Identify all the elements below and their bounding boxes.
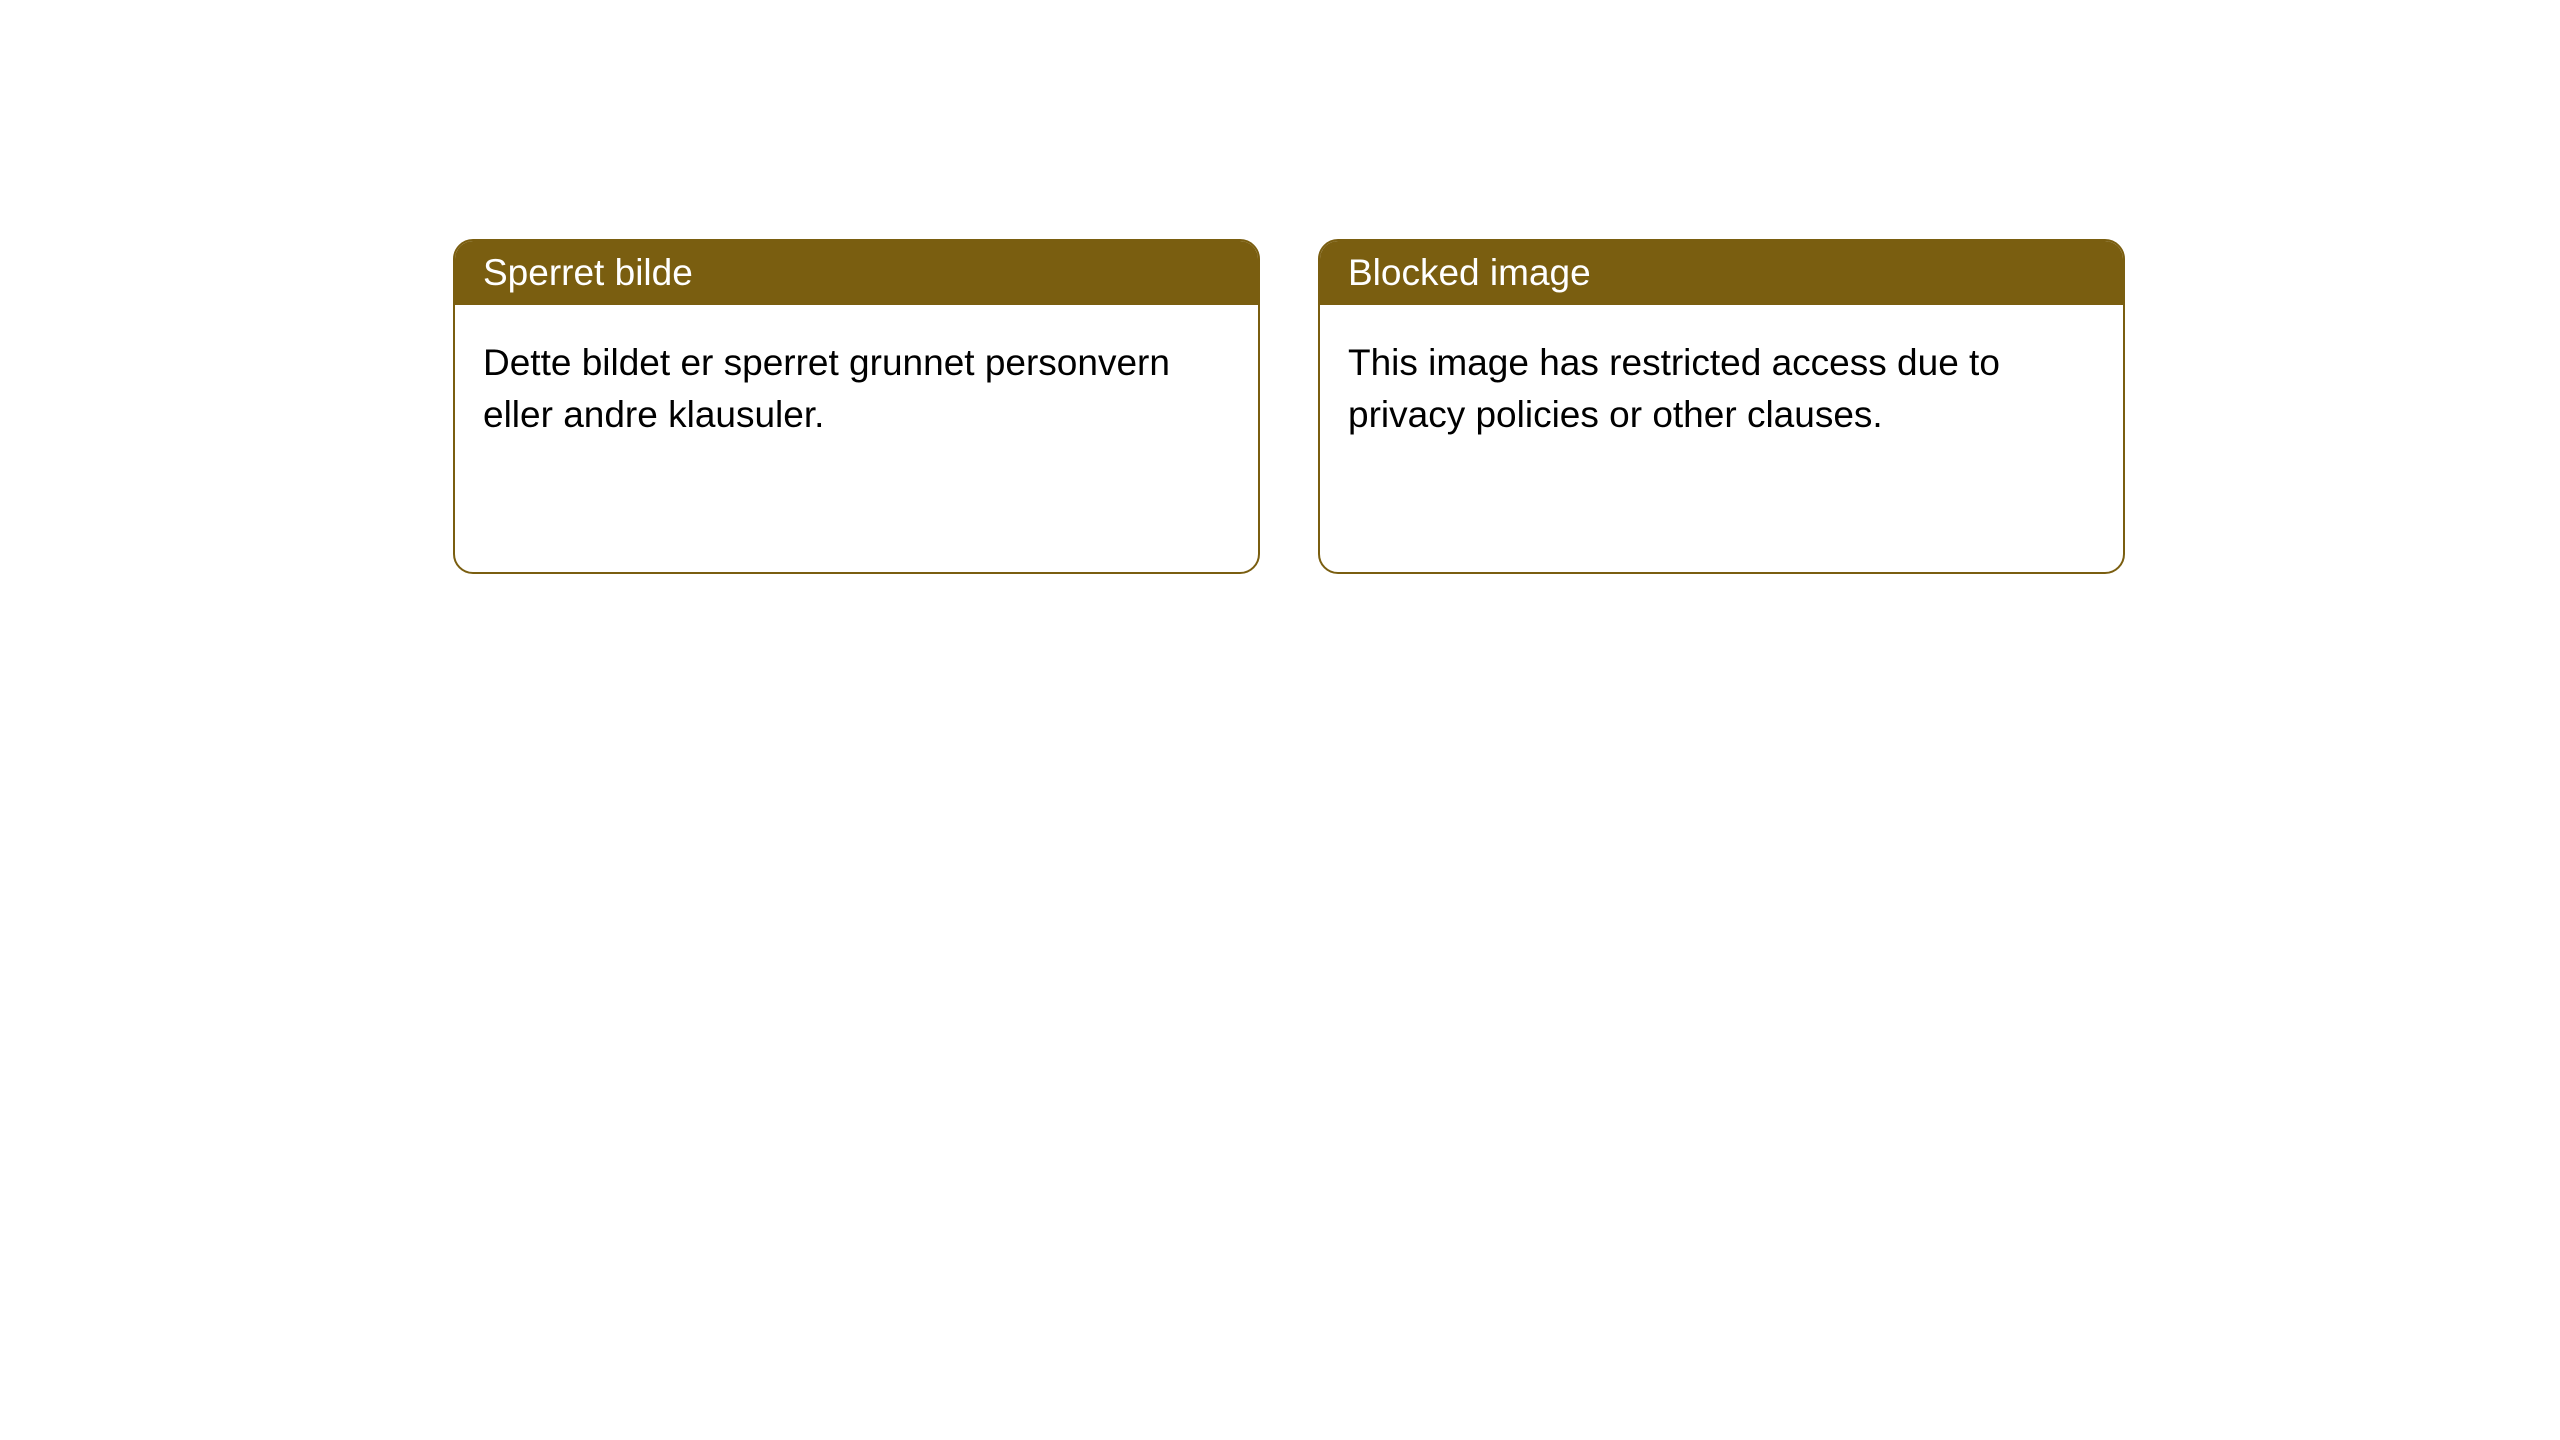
notice-card-title-english: Blocked image: [1320, 241, 2123, 305]
notice-card-norwegian: Sperret bilde Dette bildet er sperret gr…: [453, 239, 1260, 574]
notice-card-english: Blocked image This image has restricted …: [1318, 239, 2125, 574]
notice-card-body-norwegian: Dette bildet er sperret grunnet personve…: [455, 305, 1258, 473]
notice-cards-container: Sperret bilde Dette bildet er sperret gr…: [453, 239, 2125, 574]
notice-card-title-norwegian: Sperret bilde: [455, 241, 1258, 305]
notice-card-body-english: This image has restricted access due to …: [1320, 305, 2123, 473]
